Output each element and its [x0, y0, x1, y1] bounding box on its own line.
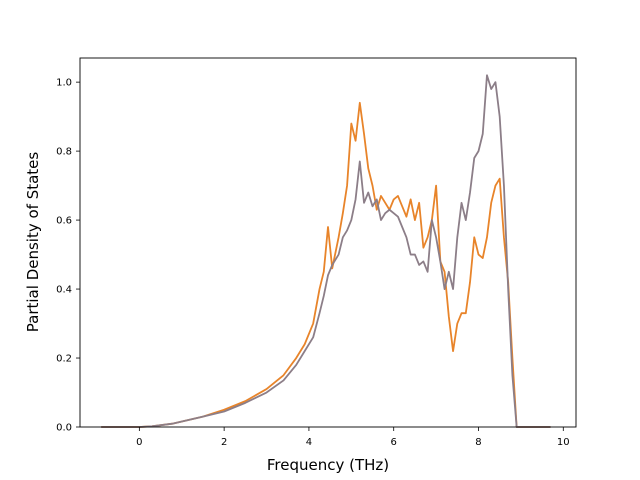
- y-tick-label: 0.6: [56, 216, 72, 227]
- x-tick-label: 6: [391, 437, 397, 448]
- series-line-1: [101, 101, 551, 428]
- x-axis-label: Frequency (THz): [267, 456, 389, 474]
- x-tick-label: 8: [475, 437, 481, 448]
- x-tick-label: 2: [221, 437, 227, 448]
- y-axis-label: Partial Density of States: [24, 152, 42, 333]
- y-ticks: 0.0 0.2 0.4 0.6 0.8 1.0: [56, 78, 80, 434]
- series-line-2: [101, 74, 551, 428]
- x-tick-label: 0: [136, 437, 142, 448]
- y-tick-label: 0.8: [56, 147, 72, 158]
- y-tick-label: 0.4: [56, 285, 72, 296]
- y-tick-label: 0.0: [56, 423, 72, 434]
- y-tick-label: 1.0: [56, 78, 72, 89]
- x-tick-label: 10: [557, 437, 570, 448]
- y-tick-label: 0.2: [56, 354, 72, 365]
- x-tick-label: 4: [306, 437, 312, 448]
- x-ticks: 0 2 4 6 8 10: [136, 427, 570, 448]
- plot-frame: [79, 57, 577, 428]
- series-layer: [101, 74, 551, 428]
